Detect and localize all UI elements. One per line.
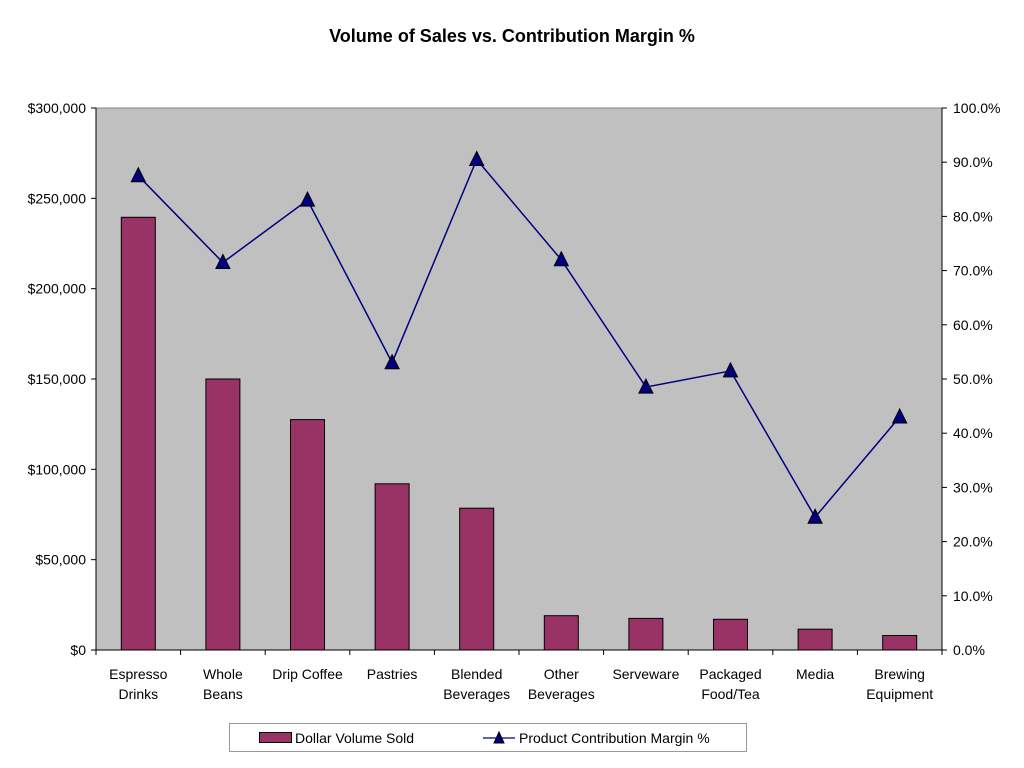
x-tick-label: Brewing: [874, 666, 925, 682]
y-right-tick-label: 0.0%: [953, 642, 985, 658]
y-right-tick-label: 40.0%: [953, 425, 993, 441]
x-tick-label: Equipment: [866, 686, 933, 702]
bar: [882, 635, 918, 651]
y-left-tick-label: $100,000: [28, 461, 87, 477]
legend-label-bars: Dollar Volume Sold: [295, 729, 415, 746]
x-tick-label: Food/Tea: [701, 686, 760, 702]
x-tick-label: Other: [544, 666, 579, 682]
bar: [459, 507, 495, 651]
y-right-tick-label: 30.0%: [953, 479, 993, 495]
margin-point: [384, 353, 400, 370]
bar: [205, 378, 241, 651]
bar: [120, 216, 156, 651]
legend-line-marker: [483, 730, 515, 743]
x-tick-label: Beverages: [528, 686, 595, 702]
margin-point: [638, 378, 654, 394]
bar: [374, 483, 410, 651]
y-right-tick-label: 10.0%: [953, 588, 993, 604]
bar: [713, 618, 748, 651]
margin-point: [553, 250, 570, 267]
bar: [543, 615, 579, 651]
margin-point: [130, 166, 147, 183]
y-right-tick-label: 90.0%: [953, 154, 993, 170]
x-tick-label: Drinks: [118, 686, 158, 702]
x-tick-label: Packaged: [699, 666, 761, 682]
margin-line: [137, 158, 901, 519]
margin-point: [807, 508, 823, 524]
bar: [628, 617, 664, 651]
x-tick-label: Drip Coffee: [272, 666, 343, 682]
y-right-tick-label: 20.0%: [953, 534, 993, 550]
margin-point: [891, 407, 908, 424]
x-tick-label: Beans: [203, 686, 243, 702]
y-left-tick-label: $0: [70, 642, 86, 658]
y-right-tick-label: 100.0%: [953, 100, 1000, 116]
margin-point: [722, 361, 739, 378]
legend-bar-swatch: [259, 732, 292, 743]
bar: [797, 628, 833, 651]
y-left-tick-label: $250,000: [28, 190, 87, 206]
x-tick-label: Whole: [203, 666, 243, 682]
y-right-tick-label: 70.0%: [953, 263, 993, 279]
legend-item-bars: Dollar Volume Sold: [259, 724, 414, 751]
y-right-tick-label: 60.0%: [953, 317, 993, 333]
margin-point: [468, 150, 485, 166]
x-tick-label: Pastries: [367, 666, 418, 682]
x-tick-label: Blended: [451, 666, 502, 682]
x-tick-label: Serveware: [612, 666, 679, 682]
chart-legend: Dollar Volume Sold Product Contribution …: [229, 723, 747, 752]
y-right-tick-label: 80.0%: [953, 208, 993, 224]
x-tick-label: Beverages: [443, 686, 510, 702]
y-left-tick-label: $150,000: [28, 371, 87, 387]
y-left-tick-label: $50,000: [35, 552, 86, 568]
y-left-tick-label: $200,000: [28, 281, 87, 297]
bar: [290, 419, 325, 651]
margin-point: [299, 191, 316, 207]
margin-point: [215, 253, 231, 269]
y-left-tick-label: $300,000: [28, 100, 87, 116]
legend-label-line: Product Contribution Margin %: [519, 729, 710, 746]
chart-title: Volume of Sales vs. Contribution Margin …: [329, 26, 695, 46]
y-right-tick-label: 50.0%: [953, 371, 993, 387]
x-tick-label: Media: [796, 666, 834, 682]
x-tick-label: Espresso: [109, 666, 168, 682]
legend-item-line: Product Contribution Margin %: [483, 724, 710, 751]
